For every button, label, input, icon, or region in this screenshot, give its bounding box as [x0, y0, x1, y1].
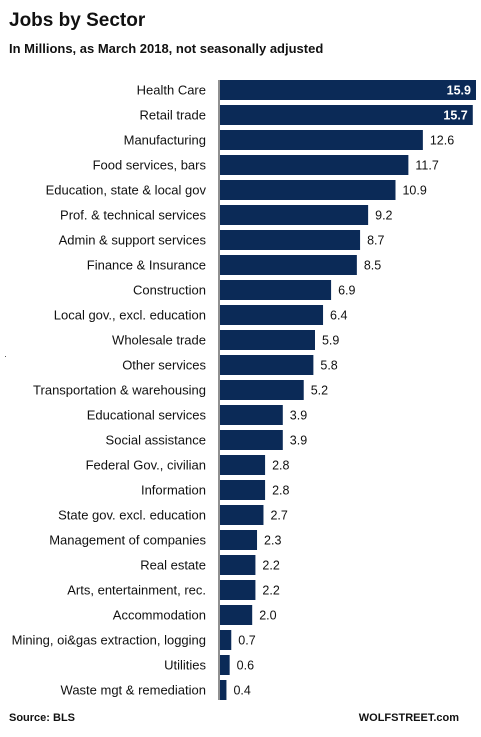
value-label-information: 2.8: [272, 484, 289, 498]
value-label-manufacturing: 12.6: [430, 134, 454, 148]
category-label-retail-trade: Retail trade: [140, 108, 206, 123]
category-label-waste-mgt-remediation: Waste mgt & remediation: [61, 683, 206, 698]
category-label-other-services: Other services: [122, 358, 206, 373]
bar-construction: [220, 280, 332, 300]
category-label-real-estate: Real estate: [140, 558, 206, 573]
bar-other-services: [220, 355, 314, 375]
category-label-education-state-local-gov: Education, state & local gov: [46, 183, 207, 198]
bar-finance-insurance: [220, 255, 357, 275]
value-label-management-of-companies: 2.3: [264, 534, 281, 548]
bar-utilities: [220, 655, 230, 675]
value-label-other-services: 5.8: [320, 359, 337, 373]
stray-dot: [5, 356, 6, 357]
bar-federal-gov-civilian: [220, 455, 266, 475]
bar-local-gov-excl-education: [220, 305, 324, 325]
value-label-admin-support-services: 8.7: [367, 234, 384, 248]
value-label-wholesale-trade: 5.9: [322, 334, 339, 348]
category-label-admin-support-services: Admin & support services: [59, 233, 207, 248]
chart-subtitle: In Millions, as March 2018, not seasonal…: [9, 41, 324, 56]
bar-arts-entertainment-rec: [220, 580, 256, 600]
category-label-transportation-warehousing: Transportation & warehousing: [33, 383, 206, 398]
bar-accommodation: [220, 605, 253, 625]
category-label-mining-oi-gas-extraction-logging: Mining, oi&gas extraction, logging: [12, 633, 206, 648]
category-label-accommodation: Accommodation: [113, 608, 206, 623]
bar-food-services-bars: [220, 155, 409, 175]
category-label-manufacturing: Manufacturing: [124, 133, 206, 148]
bar-manufacturing: [220, 130, 423, 150]
bar-real-estate: [220, 555, 256, 575]
value-label-health-care: 15.9: [447, 84, 471, 98]
category-label-construction: Construction: [133, 283, 206, 298]
value-label-food-services-bars: 11.7: [415, 159, 438, 173]
value-label-utilities: 0.6: [237, 659, 254, 673]
value-label-prof-technical-services: 9.2: [375, 209, 392, 223]
bar-information: [220, 480, 266, 500]
value-label-construction: 6.9: [338, 284, 355, 298]
chart-title: Jobs by Sector: [9, 10, 146, 31]
category-label-finance-insurance: Finance & Insurance: [87, 258, 206, 273]
category-label-local-gov-excl-education: Local gov., excl. education: [54, 308, 206, 323]
bar-educational-services: [220, 405, 283, 425]
category-label-management-of-companies: Management of companies: [49, 533, 206, 548]
category-label-utilities: Utilities: [164, 658, 206, 673]
value-label-arts-entertainment-rec: 2.2: [262, 584, 279, 598]
value-label-transportation-warehousing: 5.2: [311, 384, 328, 398]
value-label-federal-gov-civilian: 2.8: [272, 459, 289, 473]
value-label-accommodation: 2.0: [259, 609, 276, 623]
value-label-educational-services: 3.9: [290, 409, 307, 423]
value-label-real-estate: 2.2: [262, 559, 279, 573]
bar-admin-support-services: [220, 230, 361, 250]
bar-prof-technical-services: [220, 205, 369, 225]
value-label-mining-oi-gas-extraction-logging: 0.7: [238, 634, 255, 648]
bar-wholesale-trade: [220, 330, 315, 350]
category-label-information: Information: [141, 483, 206, 498]
category-label-food-services-bars: Food services, bars: [93, 158, 207, 173]
category-label-prof-technical-services: Prof. & technical services: [60, 208, 206, 223]
bar-health-care: [220, 80, 476, 100]
value-label-waste-mgt-remediation: 0.4: [233, 684, 250, 698]
value-label-education-state-local-gov: 10.9: [402, 184, 426, 198]
bar-social-assistance: [220, 430, 283, 450]
bar-waste-mgt-remediation: [220, 680, 227, 700]
category-label-state-gov-excl-education: State gov. excl. education: [58, 508, 206, 523]
value-label-social-assistance: 3.9: [290, 434, 307, 448]
category-label-wholesale-trade: Wholesale trade: [112, 333, 206, 348]
category-label-federal-gov-civilian: Federal Gov., civilian: [86, 458, 206, 473]
bar-state-gov-excl-education: [220, 505, 264, 525]
value-label-retail-trade: 15.7: [443, 109, 467, 123]
bar-management-of-companies: [220, 530, 258, 550]
value-label-local-gov-excl-education: 6.4: [330, 309, 347, 323]
bar-transportation-warehousing: [220, 380, 304, 400]
category-label-health-care: Health Care: [137, 83, 206, 98]
value-label-state-gov-excl-education: 2.7: [270, 509, 287, 523]
bar-retail-trade: [220, 105, 473, 125]
source-note: Source: BLS: [9, 712, 76, 724]
category-label-social-assistance: Social assistance: [106, 433, 206, 448]
value-label-finance-insurance: 8.5: [364, 259, 381, 273]
category-label-educational-services: Educational services: [87, 408, 207, 423]
category-label-arts-entertainment-rec: Arts, entertainment, rec.: [67, 583, 206, 598]
brand-credit: WOLFSTREET.com: [358, 712, 459, 724]
bar-mining-oi-gas-extraction-logging: [220, 630, 232, 650]
bar-education-state-local-gov: [220, 180, 396, 200]
